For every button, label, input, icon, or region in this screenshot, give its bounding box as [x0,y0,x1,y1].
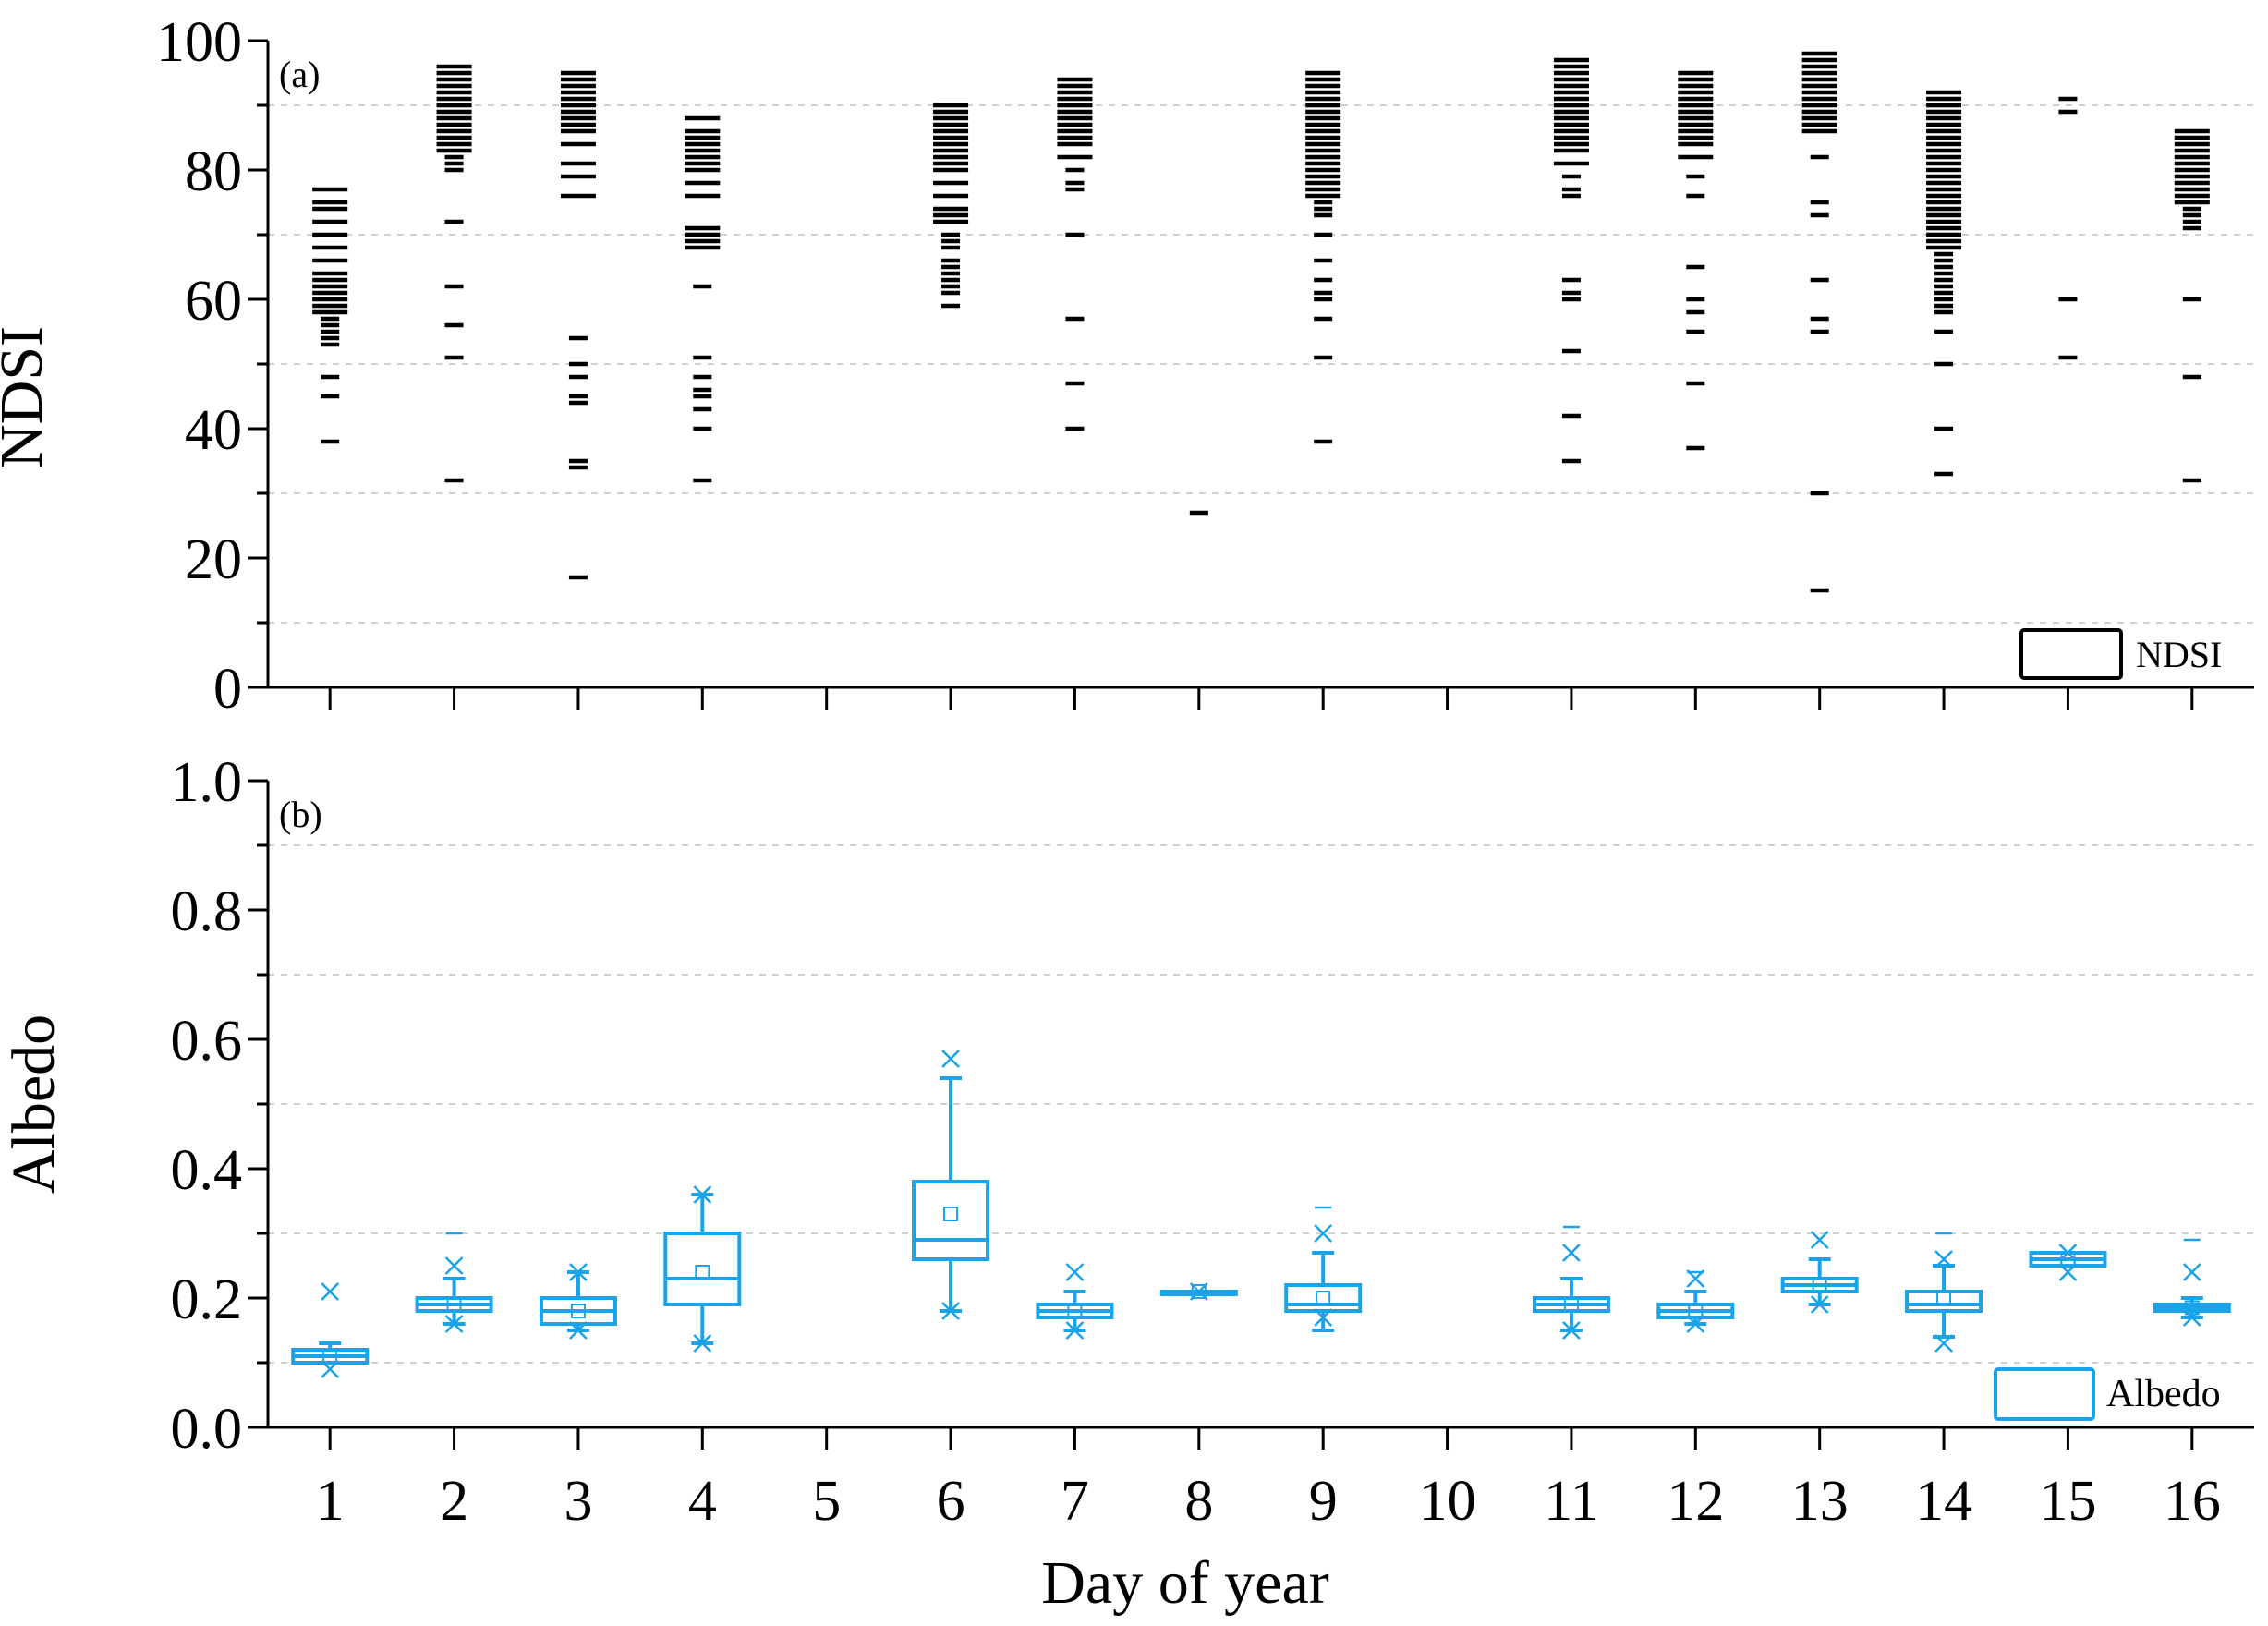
y-axis-label: Albedo [0,1014,67,1194]
x-tick-label: 10 [1419,1470,1476,1533]
albedo-extreme [693,1334,712,1353]
albedo-extreme [1934,1250,1953,1268]
albedo-mean [570,1304,586,1318]
albedo-box [663,1232,742,1306]
y-tick-label: 0.2 [171,1268,243,1331]
x-tick-label: 11 [1544,1470,1599,1533]
y-tick-label: 80 [185,140,242,203]
albedo-mean [1316,1291,1331,1305]
albedo-extreme [1562,1244,1581,1262]
albedo-extreme [1562,1321,1581,1340]
y-axis-label: NDSI [0,326,55,468]
albedo-extreme [2182,1308,2201,1327]
albedo-box [1905,1290,1983,1313]
albedo-extreme [1934,1334,1953,1353]
x-axis-label: Day of year [1041,1549,1329,1617]
legend-swatch-ndsi [2019,628,2123,680]
panel-label: (a) [279,54,320,95]
albedo-extreme [1810,1231,1829,1249]
x-tick-label: 16 [2164,1470,2221,1533]
panel-a-ndsi: 0 20 40 60 80 100 NDSI (a) NDSI [0,11,2254,721]
albedo-extreme [321,1360,340,1378]
albedo-extreme [1314,1308,1333,1327]
albedo-mean [1563,1297,1579,1312]
x-tick-label: 15 [2039,1470,2096,1533]
albedo-extreme [1189,1282,1208,1301]
albedo-mean [1067,1304,1083,1318]
albedo-extreme [444,1256,464,1275]
albedo-extreme [1065,1263,1085,1281]
albedo-extreme [1065,1321,1085,1340]
albedo-box [1284,1283,1363,1313]
albedo-mean [446,1297,462,1312]
albedo-extreme [2058,1263,2078,1281]
albedo-extreme [2058,1244,2078,1262]
albedo-extreme [941,1302,960,1320]
albedo-extreme [2182,1263,2201,1281]
albedo-extreme [569,1263,588,1281]
albedo-mean [2184,1300,2200,1316]
legend-label-ndsi: NDSI [2136,634,2222,675]
albedo-mean [1812,1278,1827,1292]
albedo-extreme [444,1315,464,1333]
panel-b-albedo: 0.00.20.40.60.81.01 2 3 4 5 6 7 8 9 10 11 12 13 14 15 1… [0,751,2254,1533]
albedo-mean [322,1349,338,1364]
albedo-mean [1191,1284,1207,1299]
albedo-extreme [693,1185,712,1204]
x-tick-label: 7 [1061,1470,1089,1533]
x-tick-label: 8 [1184,1470,1213,1533]
y-tick-label: 0.6 [171,1010,243,1073]
y-tick-label: 0 [213,658,242,721]
y-tick-label: 0.8 [171,880,243,943]
y-tick-label: 0.0 [171,1398,243,1461]
y-tick-label: 20 [185,528,242,591]
y-tick-label: 0.4 [171,1139,243,1202]
x-tick-label: 6 [937,1470,965,1533]
albedo-mean [943,1207,959,1221]
y-tick-label: 100 [156,11,242,74]
x-tick-label: 1 [316,1470,345,1533]
albedo-mean [1688,1304,1704,1318]
x-tick-label: 2 [440,1470,468,1533]
x-tick-label: 3 [564,1470,592,1533]
y-tick-label: 40 [185,399,242,462]
albedo-extreme [1314,1224,1333,1243]
x-tick-label: 13 [1791,1470,1849,1533]
albedo-extreme [941,1050,960,1068]
albedo-extreme [1686,1315,1705,1333]
legend-swatch-albedo [1994,1367,2095,1421]
x-tick-label: 9 [1309,1470,1338,1533]
albedo-mean [695,1265,710,1280]
albedo-mean [1936,1291,1952,1305]
y-tick-label: 1.0 [171,751,243,814]
legend-label-albedo: Albedo [2106,1373,2221,1415]
albedo-extreme [1810,1295,1829,1314]
albedo-extreme [321,1282,340,1301]
x-tick-label: 12 [1667,1470,1724,1533]
panel-label: (b) [279,794,322,835]
albedo-extreme [569,1321,588,1340]
y-tick-label: 60 [185,270,242,333]
x-tick-label: 4 [688,1470,717,1533]
x-tick-label: 5 [812,1470,841,1533]
x-tick-label: 14 [1915,1470,1972,1533]
